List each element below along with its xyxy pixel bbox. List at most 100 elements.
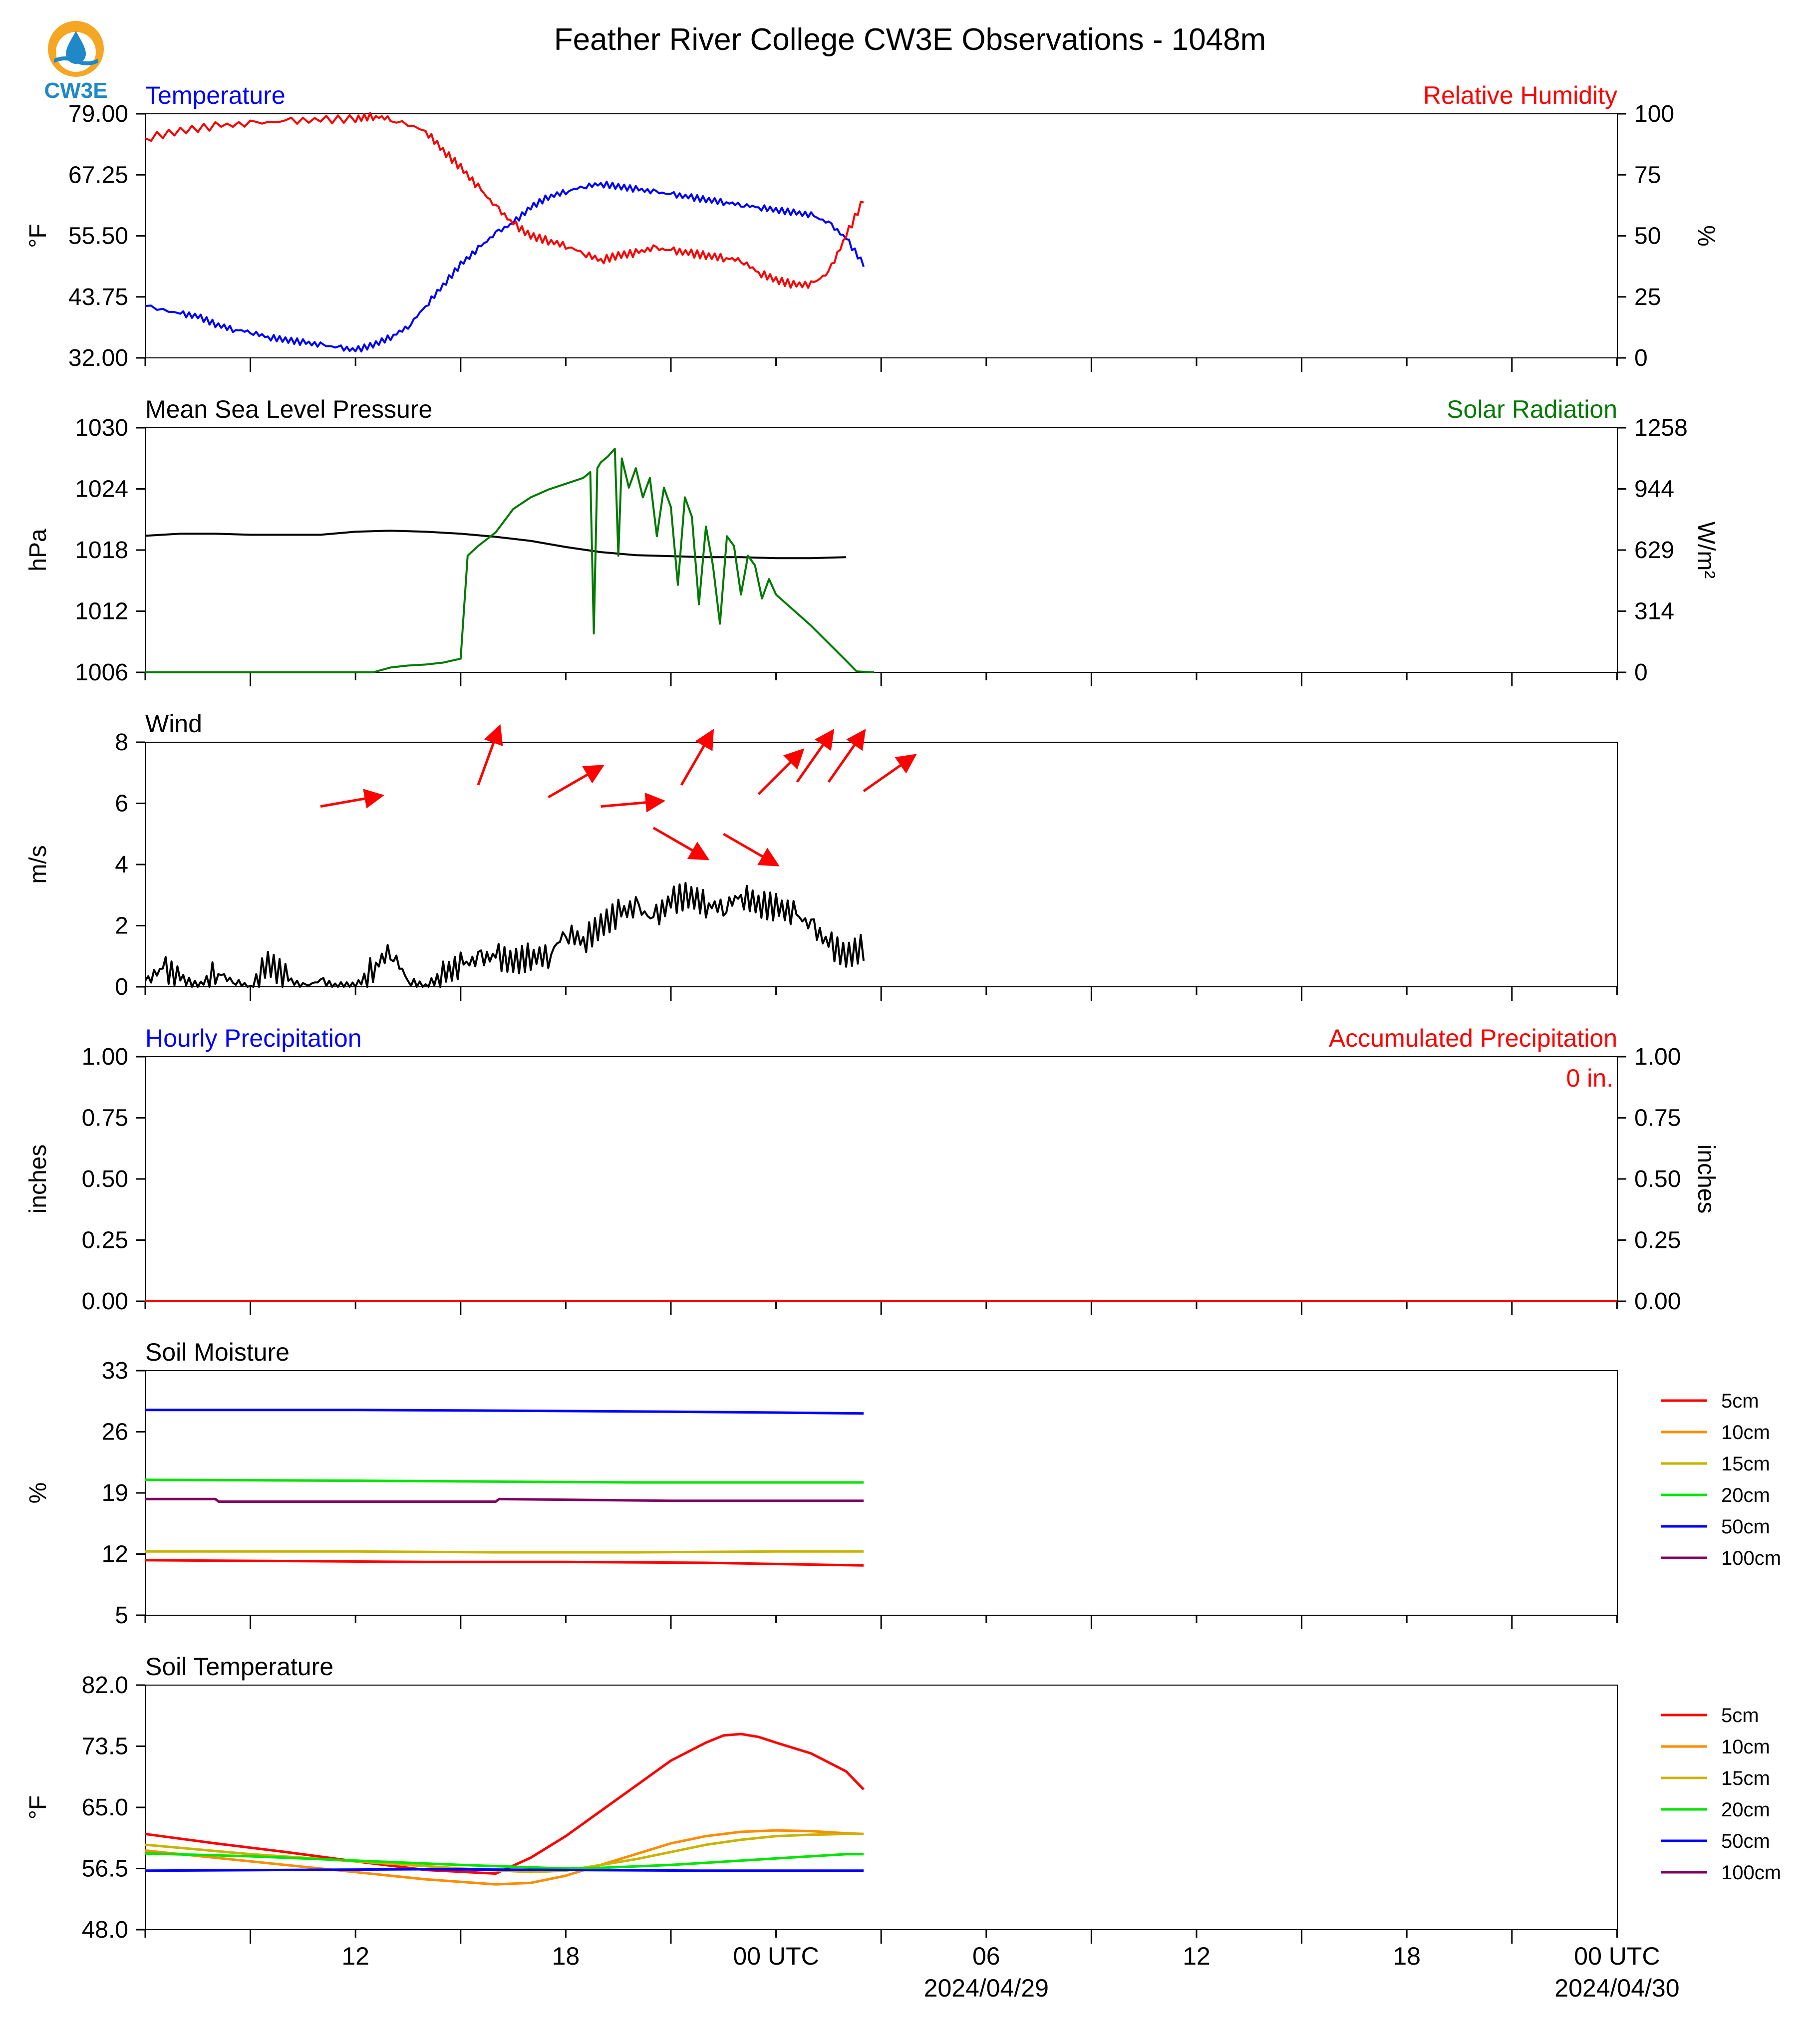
y-tick-label: 1.00 <box>82 1044 128 1070</box>
y-tick-label: 2 <box>115 913 128 939</box>
y-tick-label: 1006 <box>75 659 128 686</box>
y2-tick-label: 629 <box>1634 537 1674 564</box>
y2-tick-label: 50 <box>1634 223 1661 250</box>
plot-frame <box>145 1056 1618 1302</box>
y-tick-label: 32.00 <box>68 345 128 371</box>
y2-axis-label: W/m² <box>1693 522 1719 579</box>
wind-arrow <box>601 792 666 813</box>
y-tick-label: 0.75 <box>82 1105 128 1132</box>
wind-arrow <box>652 827 710 861</box>
legend-label: 10cm <box>1721 1736 1770 1758</box>
y-tick-label: 82.0 <box>82 1672 128 1699</box>
legend-label: 50cm <box>1721 1516 1770 1538</box>
y-tick-label: 0.25 <box>82 1227 128 1254</box>
plot-frame <box>145 1685 1618 1930</box>
y2-tick-label: 0 <box>1634 659 1648 686</box>
plot-frame <box>145 113 1618 358</box>
series-line-solar-radiation <box>145 448 875 673</box>
panel-right-title: Solar Radiation <box>1447 395 1617 423</box>
y-tick-label: 26 <box>102 1419 128 1446</box>
y-axis-label: °F <box>25 1795 51 1820</box>
y-axis-label: m/s <box>25 845 51 883</box>
legend-label: 15cm <box>1721 1767 1770 1789</box>
plot-frame <box>145 427 1618 673</box>
panel-left-title: Temperature <box>145 81 286 109</box>
legend-label: 5cm <box>1721 1390 1759 1412</box>
y2-axis-label: % <box>1693 225 1719 247</box>
y2-tick-label: 25 <box>1634 284 1661 310</box>
y-tick-label: 0 <box>115 974 128 1000</box>
series-line-20cm <box>145 1852 864 1870</box>
wind-arrow <box>757 748 805 795</box>
series-line-15cm <box>145 1550 864 1554</box>
series-line-temperature <box>145 181 865 353</box>
panel-left-title: Wind <box>145 710 202 738</box>
x-tick-label: 00 UTC <box>733 1942 819 1970</box>
series-line-15cm <box>145 1832 864 1874</box>
panel-left-title: Mean Sea Level Pressure <box>145 395 432 423</box>
y-tick-label: 56.5 <box>82 1856 128 1882</box>
y-tick-label: 1024 <box>75 476 128 503</box>
y2-tick-label: 75 <box>1634 162 1661 188</box>
y-tick-label: 19 <box>102 1480 128 1506</box>
panel-left-title: Soil Temperature <box>145 1653 333 1681</box>
page-title: Feather River College CW3E Observations … <box>554 22 1266 57</box>
y-tick-label: 8 <box>115 729 128 756</box>
y2-tick-label: 1.00 <box>1634 1044 1681 1070</box>
legend-label: 100cm <box>1721 1547 1781 1569</box>
y-tick-label: 1012 <box>75 598 128 625</box>
x-tick-label: 12 <box>1183 1942 1211 1970</box>
logo-wave-icon <box>54 56 98 65</box>
series-line-mean-sea-level-pressure <box>145 530 847 560</box>
panel-soil-moisture: 5 12 19 26 33% Soil Moisture 5cm 10cm 15cm 20cm 50… <box>25 1338 1781 1629</box>
y-tick-label: 0.00 <box>82 1288 128 1315</box>
wind-arrow <box>723 833 780 867</box>
panel-wind: 0 2 4 6 8 m/s Wind <box>25 710 1618 1001</box>
precip-annotation: 0 in. <box>1566 1064 1613 1092</box>
y-axis-label: hPa <box>25 529 51 572</box>
x-tick-label: 00 UTC <box>1574 1942 1660 1970</box>
wind-arrow <box>827 729 866 783</box>
panel-soil-temperature: 48.0 56.5 65.0 73.5 82.0 °F Soil Temperature 5c… <box>25 1653 1781 1944</box>
y2-tick-label: 314 <box>1634 598 1674 625</box>
y-tick-label: 5 <box>115 1602 128 1629</box>
y2-tick-label: 100 <box>1634 101 1674 127</box>
y2-tick-label: 0 <box>1634 345 1648 371</box>
panel-left-title: Hourly Precipitation <box>145 1024 362 1052</box>
legend-label: 50cm <box>1721 1830 1770 1852</box>
y2-tick-label: 944 <box>1634 476 1674 503</box>
panel-left-title: Soil Moisture <box>145 1338 290 1366</box>
y-tick-label: 1018 <box>75 537 128 564</box>
y-axis-label: °F <box>25 224 51 248</box>
y2-tick-label: 1258 <box>1634 415 1688 441</box>
x-tick-label: 18 <box>1393 1942 1421 1970</box>
y-tick-label: 43.75 <box>68 284 128 310</box>
y2-tick-label: 0.50 <box>1634 1166 1681 1192</box>
y-tick-label: 55.50 <box>68 223 128 250</box>
panel-pressure-solar: 1006 1012 1018 1024 1030 0 314 629 944 1258 hPa W/m… <box>25 395 1719 686</box>
legend-label: 20cm <box>1721 1484 1770 1506</box>
y2-tick-label: 0.00 <box>1634 1288 1681 1315</box>
panel-precip: 0.00 0.25 0.50 0.75 1.00 0.00 0.25 0.50 0.75 1.00… <box>25 1024 1719 1315</box>
legend-label: 10cm <box>1721 1422 1770 1444</box>
y2-tick-label: 0.25 <box>1634 1227 1681 1254</box>
legend-label: 100cm <box>1721 1862 1781 1884</box>
series-line-wind-speed <box>144 882 865 988</box>
series-line-50cm <box>145 1409 864 1415</box>
x-tick-label: 12 <box>341 1942 369 1970</box>
x-tick-label: 18 <box>552 1942 580 1970</box>
series-line-5cm <box>145 1559 864 1567</box>
legend-label: 5cm <box>1721 1705 1759 1727</box>
x-axis-labels: 12 18 00 UTC 06 12 18 00 UTC 2024/04/29 2024/04/… <box>341 1942 1679 2002</box>
y-axis-label: % <box>25 1482 51 1504</box>
series-line-20cm <box>145 1478 864 1484</box>
wind-arrow <box>863 754 917 793</box>
cw3e-logo: CW3E <box>44 21 108 103</box>
wind-arrow <box>320 789 385 809</box>
wind-arrow <box>548 765 605 799</box>
y-tick-label: 79.00 <box>68 101 128 127</box>
y-tick-label: 73.5 <box>82 1734 128 1760</box>
y-tick-label: 4 <box>115 852 128 878</box>
